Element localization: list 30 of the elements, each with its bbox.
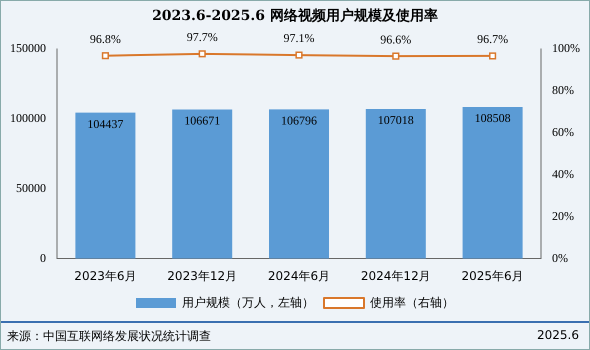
y2-tick-label: 40% (552, 166, 574, 181)
chart-title: 2023.6-2025.6 网络视频用户规模及使用率 (151, 6, 439, 24)
data-label: 107018 (378, 113, 414, 128)
x-tick-label: 2024年6月 (268, 268, 330, 283)
legend-label: 使用率（右轴） (370, 295, 454, 310)
y2-tick-label: 60% (552, 124, 574, 139)
y-tick-label: 150000 (10, 41, 46, 56)
source-note: 来源：中国互联网络发展状况统计调查 (7, 328, 211, 345)
data-label: 106671 (184, 114, 220, 128)
data-label: 96.6% (380, 32, 412, 46)
data-label: 104437 (87, 116, 124, 131)
y2-tick-label: 0% (552, 250, 568, 265)
data-label: 97.1% (284, 31, 314, 46)
x-tick-label: 2023年6月 (74, 268, 136, 283)
x-tick-label: 2023年12月 (167, 268, 238, 283)
data-label: 96.8% (90, 32, 121, 46)
y2-tick-label: 20% (552, 208, 574, 223)
data-label: 108508 (474, 111, 511, 126)
data-label: 106796 (281, 114, 317, 128)
data-label: 97.7% (186, 30, 218, 44)
x-tick-label: 2024年12月 (360, 268, 431, 283)
y-tick-label: 100000 (10, 111, 46, 126)
y2-tick-label: 80% (552, 83, 574, 98)
y2-tick-label: 100% (552, 41, 580, 56)
y-tick-label: 50000 (16, 180, 46, 195)
text: 2025.6 (537, 328, 579, 342)
y-tick-label: 0 (40, 250, 46, 265)
data-label: 96.7% (477, 32, 508, 46)
legend-label: 用户规模（万人，左轴） (182, 295, 314, 310)
x-tick-label: 2025年6月 (462, 268, 524, 283)
